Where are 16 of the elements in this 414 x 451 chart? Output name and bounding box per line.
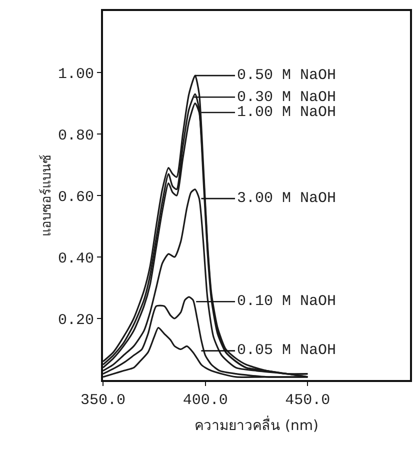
- y-tick-label: 0.80: [58, 127, 94, 144]
- y-tick-label: 1.00: [58, 66, 94, 83]
- x-tick-label: 350.0: [80, 392, 126, 409]
- annotation: 0.50 M NaOH: [237, 67, 336, 84]
- annotation: 0.10 M NaOH: [237, 293, 336, 310]
- annotation: 0.05 M NaOH: [237, 342, 336, 359]
- annotation: 3.00 M NaOH: [237, 190, 336, 207]
- x-axis-title: ความยาวคลื่น (nm): [194, 416, 318, 434]
- y-tick-label: 0.60: [58, 188, 94, 206]
- annotation: 1.00 M NaOH: [237, 104, 336, 121]
- y-tick-label: 0.40: [58, 250, 94, 268]
- y-tick-label: 0.20: [58, 312, 94, 329]
- annotation: 0.30 M NaOH: [237, 89, 336, 106]
- y-axis-title: แอบซอร์แบนซ์: [38, 154, 54, 236]
- x-tick-label: 400.0: [182, 392, 228, 409]
- x-tick-label: 450.0: [285, 392, 330, 409]
